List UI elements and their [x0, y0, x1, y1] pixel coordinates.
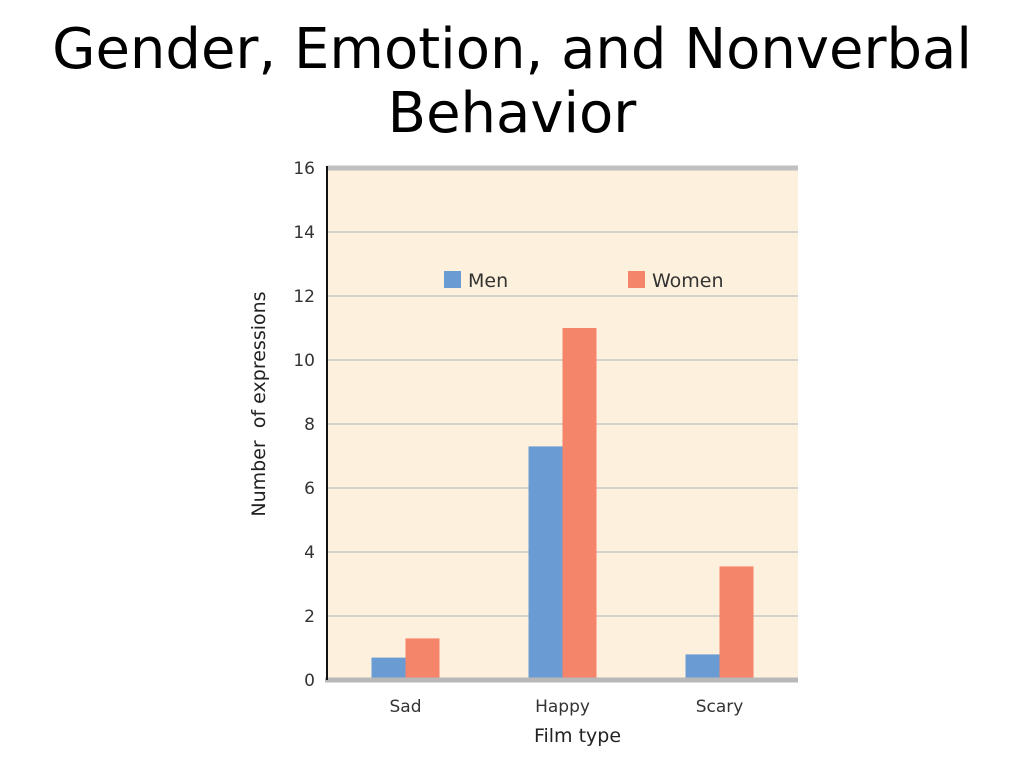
y-tick-label: 10 [293, 351, 315, 371]
x-tick-label: Scary [696, 697, 744, 717]
x-tick-label: Sad [390, 697, 422, 717]
bars [371, 328, 754, 680]
slide-title-line-2: Behavior [387, 81, 637, 146]
legend-swatch-men [444, 271, 461, 288]
legend-swatch-women [628, 271, 645, 288]
axes [325, 166, 798, 683]
y-tick-label: 0 [304, 671, 315, 691]
y-tick-label: 2 [304, 607, 315, 627]
x-tick-label: Happy [535, 697, 590, 717]
y-tick-label: 6 [304, 479, 315, 499]
bar-women-sad [405, 638, 440, 680]
legend-label-women: Women [652, 270, 724, 292]
y-tick-label: 4 [304, 543, 315, 563]
y-tick-label: 8 [304, 415, 315, 435]
y-tick-label: 14 [293, 223, 315, 243]
tick-labels: 0 2 4 6 8 10 12 14 16 Sad Happy Scary [293, 159, 743, 717]
bar-men-scary [685, 654, 720, 680]
y-tick-label: 16 [293, 159, 315, 179]
x-axis-title: Film type [534, 725, 621, 747]
y-tick-label: 12 [293, 287, 315, 307]
slide-title: Gender, Emotion, and Nonverbal Behavior [0, 18, 1024, 146]
bar-women-scary [719, 566, 754, 680]
slide-title-line-1: Gender, Emotion, and Nonverbal [52, 17, 972, 82]
y-axis-title: Number of expressions [248, 291, 270, 516]
bar-men-sad [371, 657, 406, 680]
bar-women-happy [562, 328, 597, 680]
legend: Men Women [444, 270, 724, 292]
bar-men-happy [528, 446, 563, 680]
legend-label-men: Men [468, 270, 508, 292]
